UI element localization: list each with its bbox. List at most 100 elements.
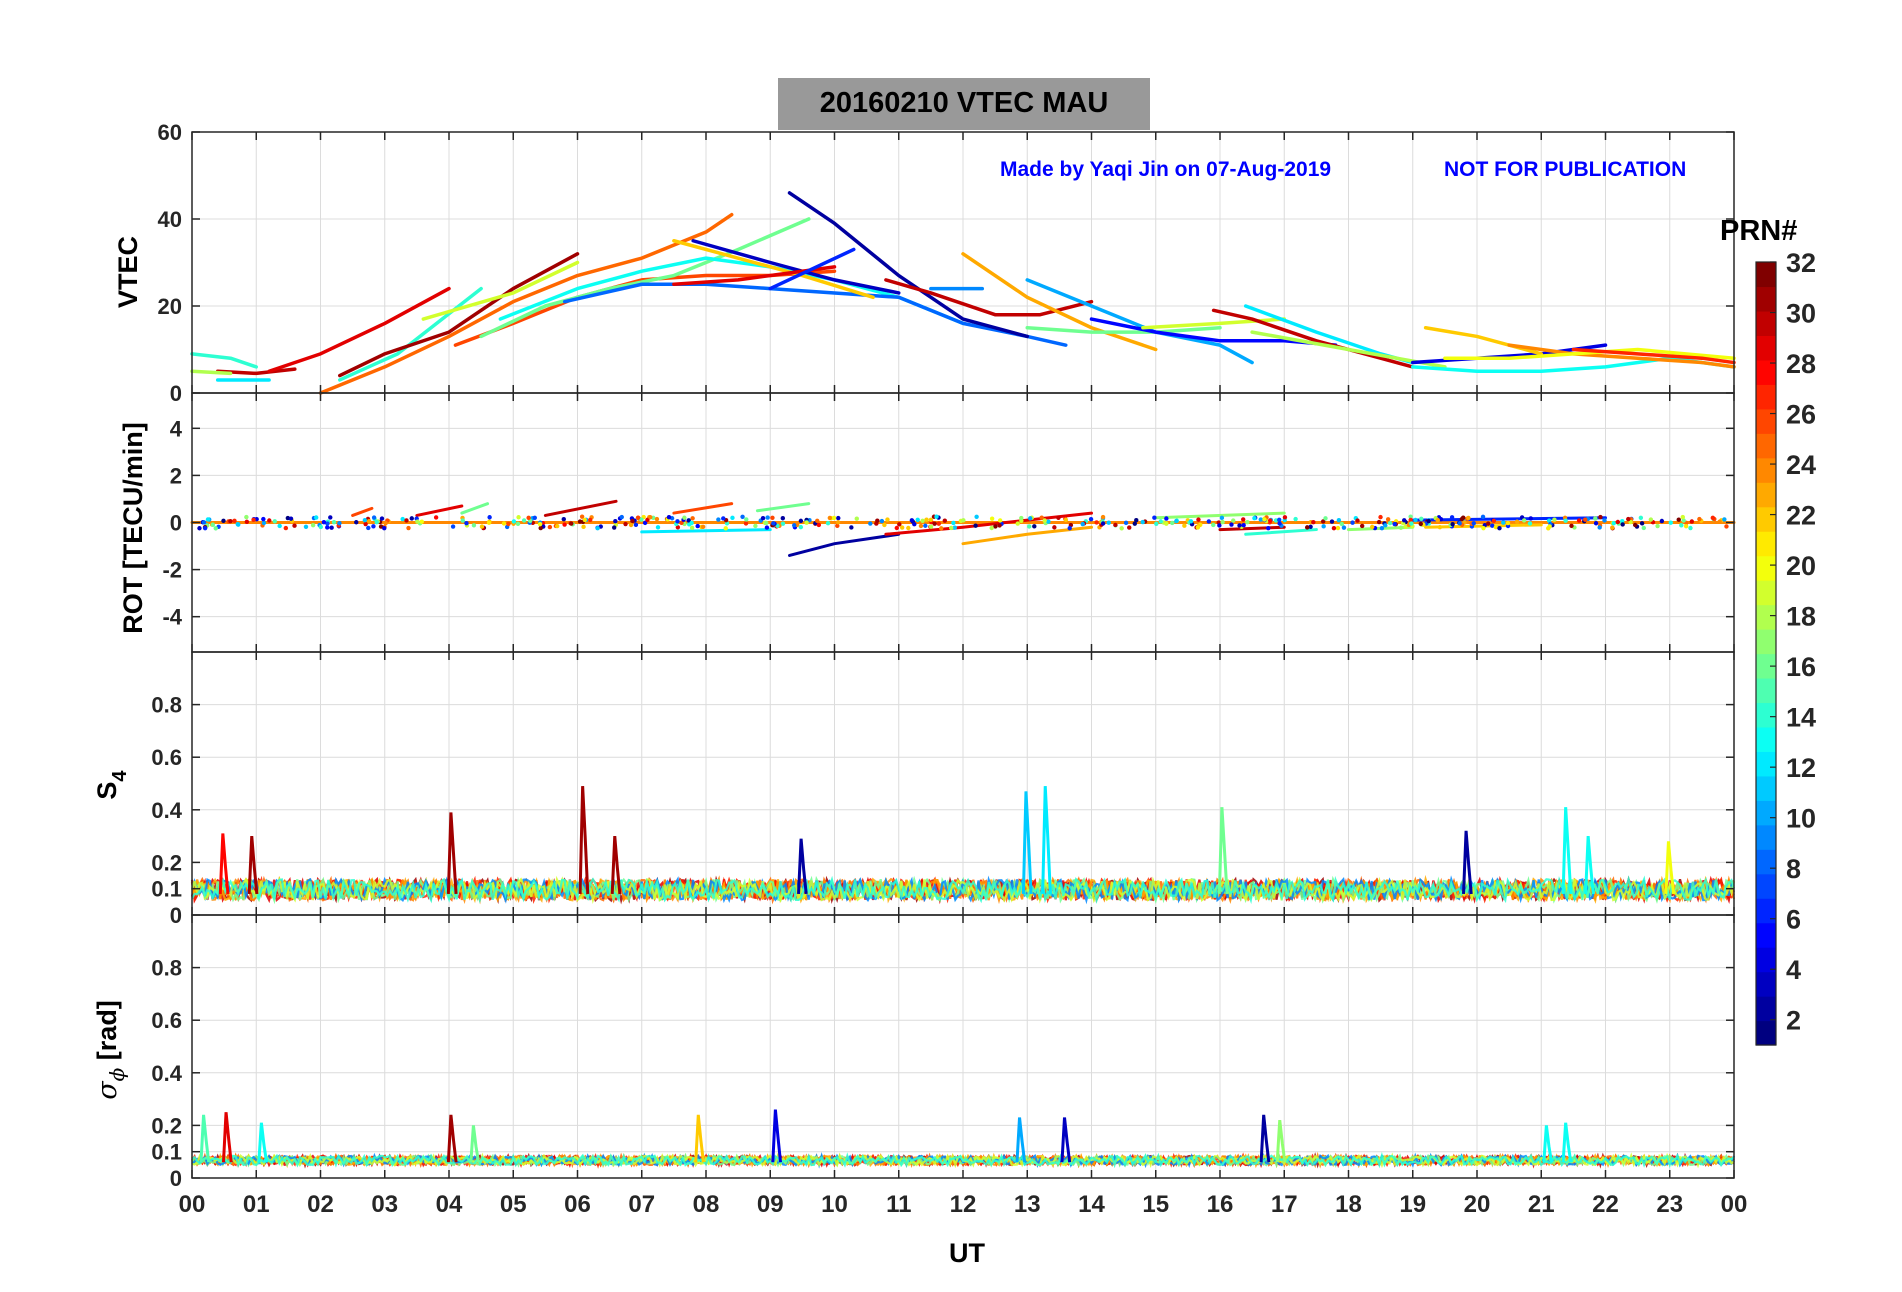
rot-point <box>588 517 593 523</box>
rot-point <box>1697 516 1702 522</box>
colorbar-segment <box>1756 653 1776 679</box>
series-line-prn-22 <box>672 239 875 300</box>
sigma_phi-spike <box>221 1112 233 1163</box>
rot-point <box>1188 519 1194 524</box>
rot-point <box>1639 521 1645 526</box>
rot-point <box>371 515 377 520</box>
rot-point <box>1722 517 1727 522</box>
y-tick-label: 20 <box>158 294 182 319</box>
colorbar-tick-label: 16 <box>1786 652 1816 682</box>
rot-point <box>406 525 411 531</box>
colorbar-tick-label: 24 <box>1786 450 1816 480</box>
rot-point <box>595 525 600 531</box>
rot-point <box>798 518 804 524</box>
rot-point <box>1329 519 1335 524</box>
colorbar-tick-label: 18 <box>1786 602 1816 632</box>
colorbar-tick-label: 8 <box>1786 854 1801 884</box>
rot-point <box>283 525 289 531</box>
y-tick-label: -2 <box>162 558 182 583</box>
rot-point <box>1450 522 1455 527</box>
rot-point <box>1067 526 1072 531</box>
colorbar-segment <box>1756 310 1776 337</box>
sigma_phi-spike <box>771 1109 783 1163</box>
rot-point <box>639 517 644 522</box>
x-tick-label: 12 <box>950 1191 977 1218</box>
rot-point <box>354 520 359 525</box>
colorbar-segment <box>1756 482 1776 508</box>
colorbar-tick-label: 10 <box>1786 804 1816 834</box>
y-tick-label: 0 <box>170 1166 182 1191</box>
y-tick-label: 0.2 <box>151 850 182 875</box>
vtec-ylabel: VTEC <box>113 236 143 308</box>
y-tick-label: 60 <box>158 120 182 145</box>
rot-point <box>1336 517 1342 523</box>
x-tick-label: 21 <box>1528 1191 1555 1218</box>
rot-point <box>973 523 978 528</box>
rot-point <box>836 515 841 521</box>
colorbar-tick-label: 22 <box>1786 501 1816 531</box>
s4-spike <box>247 835 259 895</box>
x-tick-label: 16 <box>1207 1191 1234 1218</box>
rot-point <box>314 515 319 520</box>
rot-point <box>689 520 694 526</box>
rot-point <box>1350 520 1355 525</box>
x-tick-label: 22 <box>1592 1191 1619 1218</box>
sigma_phi-spike <box>1275 1119 1287 1163</box>
rot-point <box>1501 520 1506 525</box>
rot-point <box>303 524 309 529</box>
rot-point <box>1019 515 1024 521</box>
rot-point <box>1052 525 1057 530</box>
rot-point <box>1466 515 1471 521</box>
rot-point <box>1335 525 1341 531</box>
rot-point <box>415 519 420 524</box>
series-line-prn-6 <box>768 247 856 291</box>
rot-point <box>897 522 902 527</box>
rot-point <box>1514 519 1520 524</box>
rot-point <box>1229 522 1234 527</box>
rot-point <box>771 521 776 526</box>
colorbar-segment <box>1756 433 1776 459</box>
rot-point <box>1717 519 1722 524</box>
y-tick-label: 40 <box>158 207 182 232</box>
x-tick-label: 20 <box>1464 1191 1491 1218</box>
colorbar-tick-label: 30 <box>1786 299 1816 329</box>
rot-point <box>1063 517 1069 523</box>
rot-point <box>228 518 233 524</box>
rot-point <box>939 526 944 531</box>
rot-point <box>1164 521 1169 526</box>
y-tick-label: 2 <box>170 463 182 488</box>
s4-spike <box>218 833 230 895</box>
series-line-prn-19 <box>1141 317 1286 330</box>
rot-point <box>460 518 466 523</box>
series-line-prn-29 <box>884 511 1093 536</box>
rot-point <box>1308 524 1313 529</box>
rot-point <box>909 518 915 523</box>
rot-point <box>374 519 379 525</box>
colorbar-segment <box>1756 947 1776 973</box>
s4-trace-prn-14 <box>191 875 1736 905</box>
series-line-prn-29 <box>415 504 464 517</box>
rot-point <box>682 515 687 520</box>
colorbar-segment <box>1756 800 1776 826</box>
rot-point <box>721 516 726 521</box>
rot-point <box>1042 518 1047 523</box>
rot-point <box>582 517 587 523</box>
colorbar-segment <box>1756 457 1776 483</box>
colorbar-segment <box>1756 922 1776 948</box>
rot-point <box>515 521 521 527</box>
rot-point <box>1211 522 1216 528</box>
rot-point <box>690 516 695 521</box>
sigma-phi-panel: 00.10.2 0.4 0.6 0.8 00 01 02 03 04 05 06 07 08 09 10 11… <box>151 914 1747 1218</box>
rot-point <box>1258 517 1263 522</box>
rot-point <box>798 524 804 530</box>
s4-spike <box>610 835 622 895</box>
rot-point <box>753 523 758 529</box>
s4-panel: 00.10.2 0.4 0.6 0.8 <box>151 651 1736 928</box>
colorbar-segment <box>1756 824 1776 850</box>
colorbar-tick-label: 4 <box>1786 955 1801 985</box>
rot-point <box>1046 519 1051 524</box>
rot-point <box>1628 519 1633 525</box>
rot-point <box>899 525 905 530</box>
rot-point <box>1383 523 1388 528</box>
